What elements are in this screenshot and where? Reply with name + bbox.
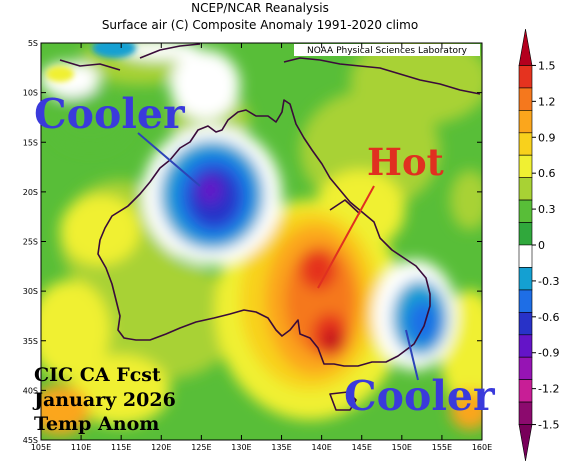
lat-tick-label: 35S: [23, 337, 38, 346]
lat-tick-label: 45S: [23, 436, 38, 445]
colorbar-label: -0.6: [538, 311, 559, 324]
colorbar-swatch: [518, 177, 533, 201]
map-title-line1: NCEP/NCAR Reanalysis: [191, 1, 329, 15]
colorbar-swatch: [518, 87, 533, 111]
lon-tick-label: 130E: [231, 443, 251, 452]
colorbar-label: 1.5: [538, 59, 556, 72]
lat-tick-label: 5S: [28, 39, 38, 48]
latitude-axis: 5S 10S 15S 20S 25S 30S 35S 40S 45S: [23, 39, 482, 445]
lon-tick-label: 120E: [151, 443, 171, 452]
colorbar-swatch: [518, 222, 533, 246]
cooler-nw-arrow: [137, 132, 201, 187]
annotation-hot: Hot: [367, 140, 444, 184]
colorbar-label: 0: [538, 239, 545, 252]
lat-tick-label: 15S: [23, 138, 38, 147]
lon-tick-label: 125E: [191, 443, 211, 452]
colorbar-swatch: [518, 312, 533, 336]
lon-tick-label: 135E: [271, 443, 291, 452]
lon-tick-label: 155E: [432, 443, 452, 452]
lon-tick-label: 145E: [352, 443, 372, 452]
longitude-axis: 105E 110E 115E 120E 125E 130E 135E 140E 145E 150E…: [31, 43, 492, 452]
credit-text: NOAA Physical Sciences Laboratory: [307, 46, 468, 56]
colorbar-swatch: [518, 289, 533, 313]
lon-tick-label: 140E: [311, 443, 331, 452]
lon-tick-label: 110E: [71, 443, 91, 452]
colorbar-swatch: [518, 154, 533, 178]
colorbar-label: 0.6: [538, 167, 556, 180]
credit-box: [294, 44, 480, 56]
annotation-cooler-nw: Cooler: [34, 90, 185, 138]
hot-arrow: [317, 185, 375, 289]
colorbar-swatch: [518, 424, 533, 462]
anomaly-field: [41, 43, 482, 440]
lon-tick-label: 150E: [392, 443, 412, 452]
lon-tick-label: 105E: [31, 443, 51, 452]
annotation-cooler-se: Cooler: [344, 372, 495, 420]
lon-tick-label: 115E: [111, 443, 131, 452]
colorbar-label: 1.2: [538, 95, 556, 108]
lat-tick-label: 20S: [23, 188, 38, 197]
colorbar-swatch: [518, 199, 533, 223]
colorbar-swatch: [518, 267, 533, 291]
colorbar-label: 0.3: [538, 203, 556, 216]
coastline: [59, 43, 481, 411]
colorbar-swatch: [518, 28, 533, 66]
lat-tick-label: 40S: [23, 386, 38, 395]
colorbar-swatch: [518, 334, 533, 358]
colorbar-label: 0.9: [538, 131, 556, 144]
colorbar-swatch: [518, 132, 533, 156]
cooler-se-arrow: [405, 329, 419, 381]
colorbar-swatch: [518, 401, 533, 425]
lon-tick-label: 160E: [472, 443, 492, 452]
colorbar-label: -1.5: [538, 419, 559, 432]
forecast-line2: January 2026: [34, 389, 176, 411]
forecast-line3: Temp Anom: [34, 413, 160, 435]
colorbar-label: -0.3: [538, 275, 559, 288]
colorbar-label: -0.9: [538, 347, 559, 360]
colorbar-swatch: [518, 356, 533, 380]
colorbar-swatch: [518, 65, 533, 89]
colorbar-swatch: [518, 244, 533, 268]
lat-tick-label: 25S: [23, 238, 38, 247]
lat-tick-label: 10S: [23, 89, 38, 98]
colorbar-swatch: [518, 379, 533, 403]
colorbar-label: -1.2: [538, 383, 559, 396]
colorbar: 1.5 1.2 0.9 0.6 0.3 0 -0.3 -0.6 -0.9 -1.2 -1.5: [518, 28, 559, 462]
lat-tick-label: 30S: [23, 287, 38, 296]
colorbar-swatch: [518, 110, 533, 134]
forecast-line1: CIC CA Fcst: [34, 364, 161, 386]
map-title-line2: Surface air (C) Composite Anomaly 1991-2…: [101, 18, 419, 32]
